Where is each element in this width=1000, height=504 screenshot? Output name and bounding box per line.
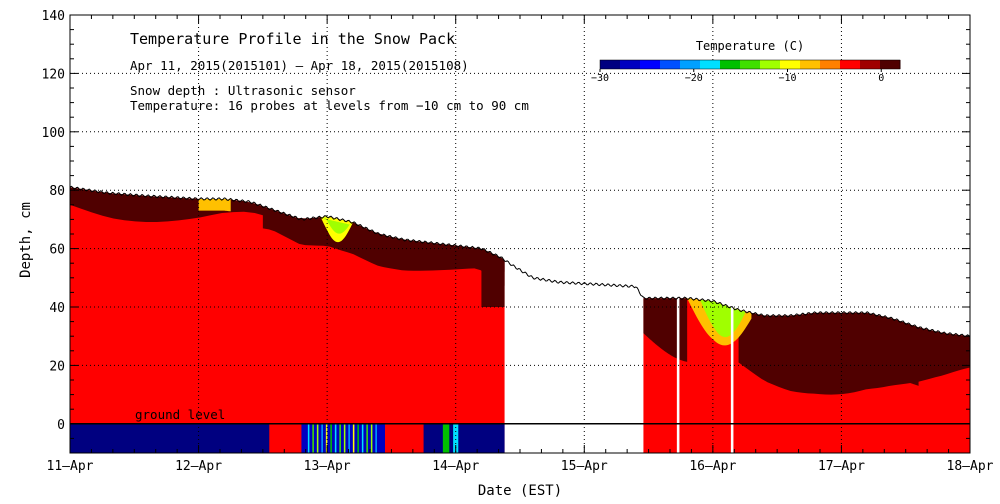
ground-stripe-7: [339, 423, 341, 453]
ground-level-label: ground level: [135, 407, 225, 422]
x-tick-label: 13–Apr: [304, 459, 351, 474]
ground-stripe-9: [348, 423, 350, 453]
chart-title: Temperature Profile in the Snow Pack: [130, 30, 455, 48]
colorbar-legend: Temperature (C) −30 −20 −10 0: [591, 39, 901, 84]
heat-surface-cold-3: [481, 248, 505, 307]
ground-stripe-b: [453, 423, 459, 453]
annotation-snow-depth: Snow depth : Ultrasonic sensor: [130, 83, 356, 98]
colorbar-swatch: [740, 60, 761, 69]
y-tick-label: 140: [42, 9, 65, 24]
ground-stripe-0: [307, 423, 310, 453]
y-tick-label: 0: [57, 418, 65, 433]
colorbar-tick-label: −30: [591, 73, 609, 84]
colorbar-swatch: [760, 60, 781, 69]
ground-cold-2: [423, 423, 505, 453]
ground-stripe-6: [334, 423, 337, 453]
colorbar-tick-label: −20: [685, 73, 703, 84]
ground-stripe-8: [343, 423, 346, 453]
colorbar-swatch: [840, 60, 861, 69]
colorbar-tick-label: −10: [778, 73, 796, 84]
ground-stripe-12: [361, 423, 364, 453]
y-axis-title: Depth, cm: [18, 202, 34, 278]
y-tick-label: 80: [49, 184, 65, 199]
heat-surface-cold-6: [867, 312, 919, 386]
annotation-temperature: Temperature: 16 probes at levels from −1…: [130, 98, 529, 113]
y-tick-label: 60: [49, 243, 65, 258]
y-tick-label: 120: [42, 67, 65, 82]
heat-surface-cold-2: [262, 206, 505, 286]
colorbar-swatch: [880, 60, 901, 69]
heat-pocket-1: [198, 198, 231, 212]
x-tick-label: 12–Apr: [175, 459, 222, 474]
ground-stripe-14: [370, 423, 373, 453]
colorbar-swatch: [720, 60, 741, 69]
heat-pocket-3: [324, 216, 351, 234]
colorbar-swatch: [860, 60, 881, 69]
chart-subtitle: Apr 11, 2015(2015101) – Apr 18, 2015(201…: [130, 58, 469, 73]
ground-cold-1: [70, 423, 270, 453]
axes: 11–Apr 12–Apr 13–Apr 14–Apr 15–Apr 16–Apr 17–A…: [42, 9, 994, 474]
x-tick-label: 11–Apr: [47, 459, 94, 474]
colorbar-swatch: [680, 60, 701, 69]
ground-stripe-5: [330, 423, 332, 453]
x-tick-label: 18–Apr: [947, 459, 994, 474]
y-tick-label: 40: [49, 301, 65, 316]
heat-surface-cold-4: [643, 298, 688, 362]
colorbar-swatch: [780, 60, 801, 69]
y-tick-label: 20: [49, 359, 65, 374]
snow-depth-line: [70, 185, 970, 338]
colorbar-swatch: [600, 60, 621, 69]
colorbar-swatch: [800, 60, 821, 69]
colorbar-swatch: [620, 60, 641, 69]
colorbar-swatch: [700, 60, 721, 69]
ground-stripe-15: [375, 423, 377, 453]
x-axis-title: Date (EST): [478, 483, 562, 499]
colorbar-swatch: [660, 60, 681, 69]
ground-stripe-a: [442, 423, 450, 453]
ground-stripe-10: [352, 423, 355, 453]
ground-stripe-2: [316, 423, 319, 453]
ground-stripe-11: [357, 423, 359, 453]
heatmap-layer: [70, 185, 970, 453]
ground-stripe-4: [325, 423, 328, 453]
data-gap-2: [730, 292, 734, 453]
colorbar-frame: [599, 59, 901, 70]
data-gap-1: [676, 292, 680, 453]
colorbar-tick-label: 0: [878, 73, 884, 84]
ground-stripe-13: [366, 423, 368, 453]
x-tick-label: 15–Apr: [561, 459, 608, 474]
x-tick-label: 14–Apr: [432, 459, 479, 474]
y-tick-label: 100: [42, 126, 65, 141]
colorbar-title: Temperature (C): [696, 39, 804, 53]
ground-variable: [301, 423, 385, 453]
colorbar-swatch: [640, 60, 661, 69]
x-tick-label: 16–Apr: [689, 459, 736, 474]
x-tick-label: 17–Apr: [818, 459, 865, 474]
ground-stripe-1: [312, 423, 314, 453]
ground-stripe-3: [321, 423, 323, 453]
colorbar-swatch: [820, 60, 841, 69]
